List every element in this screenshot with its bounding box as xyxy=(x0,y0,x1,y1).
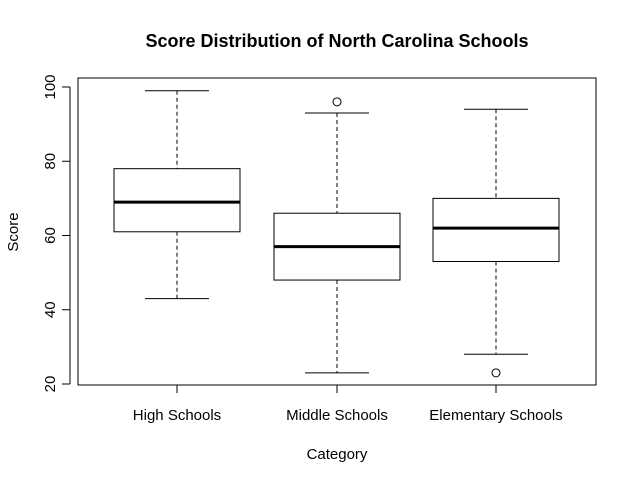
x-tick-label: High Schools xyxy=(133,407,221,424)
outlier-point xyxy=(332,97,342,107)
y-tick-label: 80 xyxy=(42,153,59,170)
y-tick-label: 20 xyxy=(42,376,59,393)
boxes-group xyxy=(113,90,560,378)
box-2 xyxy=(273,97,401,374)
box-3 xyxy=(432,108,560,378)
outlier-point xyxy=(491,368,501,378)
box-iqr xyxy=(432,197,560,262)
box-1 xyxy=(113,90,241,300)
y-axis-label: Score xyxy=(5,212,22,251)
x-tick-label: Elementary Schools xyxy=(429,407,562,424)
chart-title: Score Distribution of North Carolina Sch… xyxy=(145,31,528,51)
y-tick-label: 60 xyxy=(42,227,59,244)
y-tick-label: 40 xyxy=(42,301,59,318)
y-axis: 20 40 60 80 100 xyxy=(42,74,71,393)
box-iqr xyxy=(113,168,241,233)
x-axis-label: Category xyxy=(307,446,368,463)
x-axis: High Schools Middle Schools Elementary Sch… xyxy=(133,384,563,424)
y-tick-label: 100 xyxy=(42,74,59,99)
x-tick-label: Middle Schools xyxy=(286,407,388,424)
